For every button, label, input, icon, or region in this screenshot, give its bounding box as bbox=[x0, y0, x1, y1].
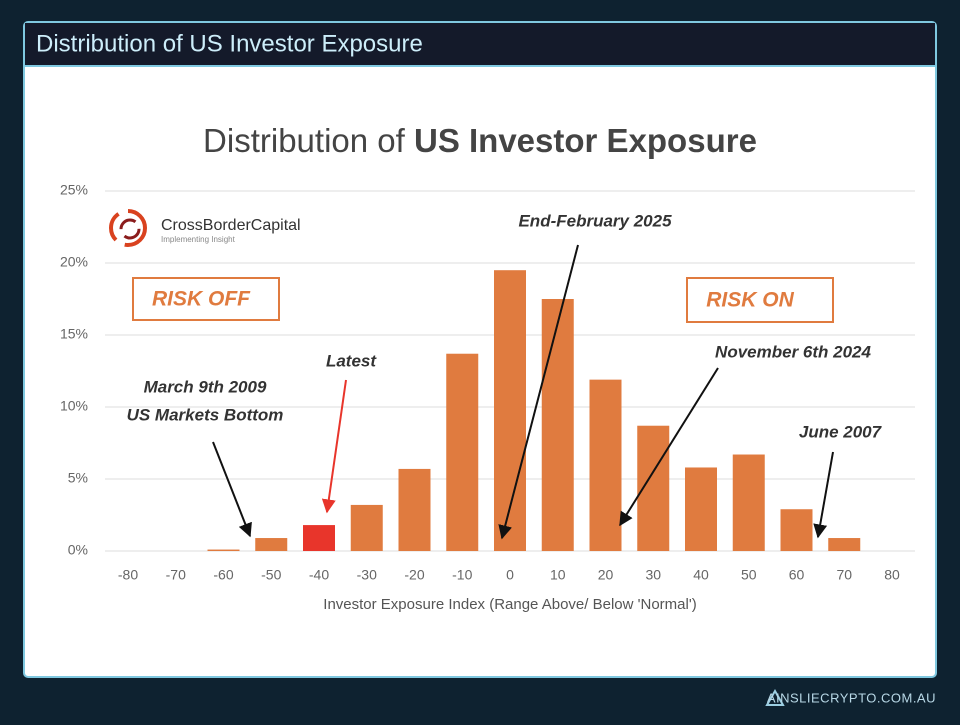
x-tick-label: 70 bbox=[836, 567, 852, 583]
annotation: November 6th 2024 bbox=[715, 342, 871, 361]
risk-box bbox=[686, 277, 834, 323]
logo-name: CrossBorderCapital bbox=[161, 217, 301, 234]
risk-box bbox=[132, 277, 280, 321]
region-label: RISK OFF bbox=[152, 288, 251, 311]
annotation: June 2007 bbox=[799, 422, 883, 441]
x-tick-label: -10 bbox=[452, 567, 472, 583]
bar bbox=[589, 379, 622, 551]
y-tick-label: 0% bbox=[68, 542, 88, 558]
x-tick-label: -50 bbox=[261, 567, 281, 583]
chart-title: Distribution of US Investor Exposure bbox=[203, 122, 757, 159]
bar bbox=[255, 538, 288, 551]
x-tick-label: 80 bbox=[884, 567, 900, 583]
x-tick-label: -70 bbox=[166, 567, 186, 583]
header-title: Distribution of US Investor Exposure bbox=[36, 30, 423, 57]
header-bar bbox=[25, 23, 935, 66]
logo-tagline: Implementing Insight bbox=[161, 235, 236, 244]
annotation-arrow bbox=[813, 451, 834, 539]
bar bbox=[207, 549, 240, 551]
annotation: March 9th 2009 bbox=[144, 377, 267, 396]
y-tick-label: 10% bbox=[60, 398, 88, 414]
bar bbox=[446, 353, 479, 551]
annotation-arrow bbox=[212, 441, 252, 538]
logo: CrossBorderCapital Implementing Insight bbox=[109, 209, 301, 247]
footer-site: AINSLIECRYPTO.COM.AU bbox=[767, 690, 936, 705]
logo-mark bbox=[109, 209, 147, 247]
title-part: US Investor Exposure bbox=[414, 122, 757, 159]
bar bbox=[350, 504, 383, 551]
bar bbox=[732, 454, 765, 551]
x-axis-label: Investor Exposure Index (Range Above/ Be… bbox=[323, 596, 696, 613]
y-tick-label: 5% bbox=[68, 470, 88, 486]
bar bbox=[685, 467, 717, 551]
bar bbox=[303, 525, 335, 551]
y-tick-label: 15% bbox=[60, 326, 88, 342]
annotation: US Markets Bottom bbox=[127, 405, 284, 424]
x-tick-label: 40 bbox=[693, 567, 709, 583]
bar bbox=[780, 509, 813, 551]
x-tick-label: -30 bbox=[357, 567, 377, 583]
x-tick-label: 20 bbox=[598, 567, 614, 583]
x-tick-label: -40 bbox=[309, 567, 329, 583]
y-tick-label: 25% bbox=[60, 182, 88, 198]
annotation: End-February 2025 bbox=[518, 211, 672, 230]
x-tick-label: -80 bbox=[118, 567, 138, 583]
x-tick-label: 60 bbox=[789, 567, 805, 583]
annotation-arrow bbox=[321, 379, 347, 514]
x-tick-label: 50 bbox=[741, 567, 757, 583]
title-part: Distribution of bbox=[203, 122, 406, 159]
annotation: Latest bbox=[326, 351, 377, 370]
bar bbox=[828, 538, 861, 551]
y-tick-label: 20% bbox=[60, 254, 88, 270]
x-tick-label: -60 bbox=[213, 567, 233, 583]
x-tick-label: 0 bbox=[506, 567, 514, 583]
logo-mark bbox=[119, 218, 141, 240]
region-label: RISK ON bbox=[706, 289, 794, 312]
bar bbox=[541, 299, 574, 551]
x-tick-label: 10 bbox=[550, 567, 566, 583]
annotation-arrow bbox=[498, 244, 579, 540]
x-tick-label: -20 bbox=[404, 567, 424, 583]
annotation-arrow bbox=[619, 367, 719, 527]
bar bbox=[398, 468, 431, 551]
x-tick-label: 30 bbox=[645, 567, 661, 583]
footer-icon bbox=[765, 688, 785, 706]
